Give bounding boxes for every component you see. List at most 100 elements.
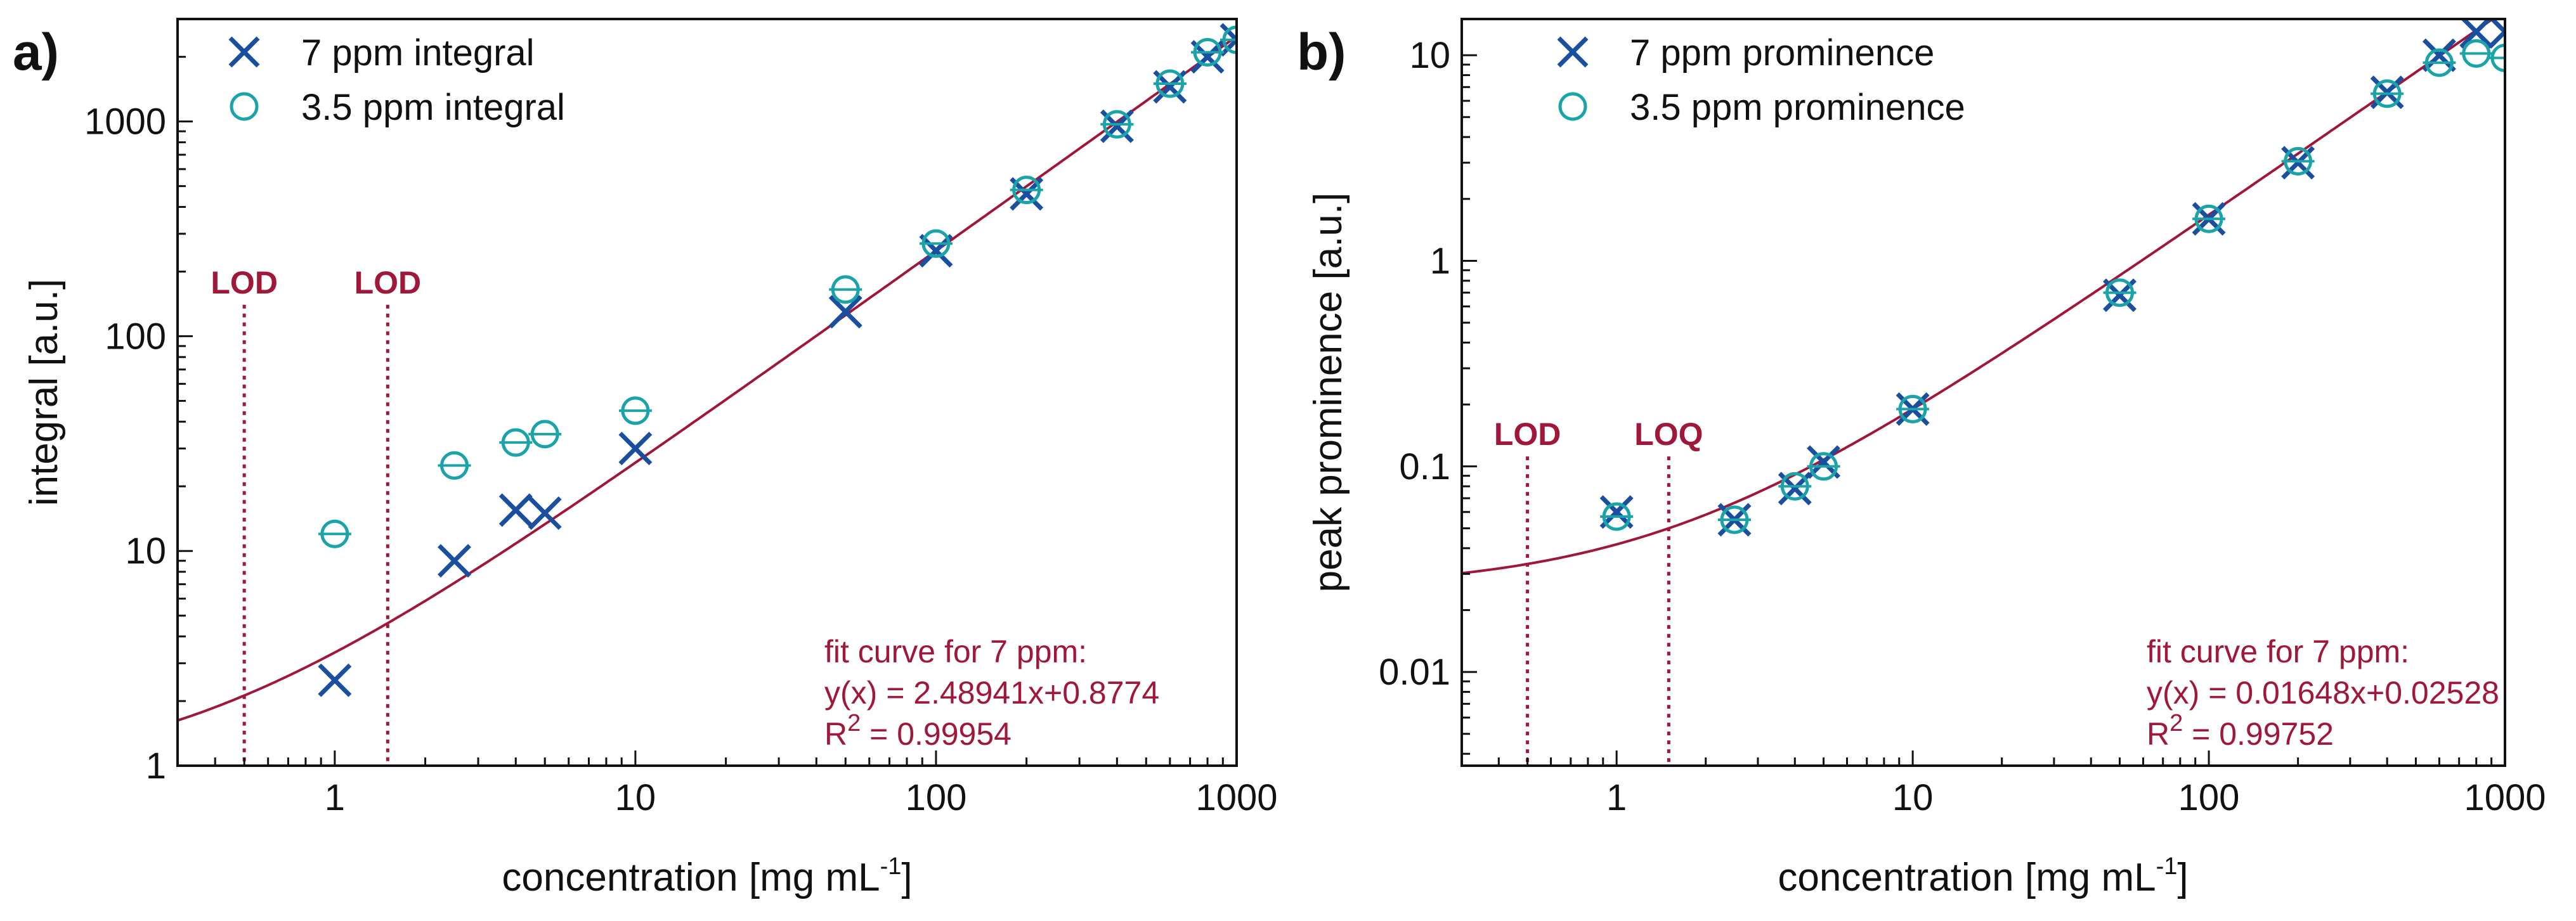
fit-r-squared: R2 = 0.99954 xyxy=(824,710,1012,752)
fit-annotation-b: fit curve for 7 ppm: y(x) = 0.01648x+0.0… xyxy=(2147,634,2499,752)
fit-title: fit curve for 7 ppm: xyxy=(2147,634,2409,669)
legend-marker-o xyxy=(230,92,259,121)
y-tick-label: 1000 xyxy=(84,101,166,143)
o-marker xyxy=(618,396,652,425)
fit-annotation-a: fit curve for 7 ppm: y(x) = 2.48941x+0.8… xyxy=(824,634,1159,752)
o-marker xyxy=(438,451,471,480)
x-marker xyxy=(1220,23,1237,57)
o-marker xyxy=(1778,472,1812,501)
legend-label: 7 ppm prominence xyxy=(1630,32,1934,74)
o-marker xyxy=(919,229,953,258)
legend-marker-x xyxy=(228,36,260,68)
x-marker-stroke xyxy=(1557,36,1589,68)
y-ticks-b xyxy=(1462,54,1477,755)
x-marker-stroke xyxy=(2422,38,2456,72)
x-marker-stroke xyxy=(828,295,862,329)
y-axis-title-b: peak prominence [a.u.] xyxy=(1306,193,1350,593)
fit-equation: y(x) = 2.48941x+0.8774 xyxy=(824,675,1159,711)
panel-a: a) 1 10 100 1000 1 10 100 1000 concentra… xyxy=(13,18,1278,899)
x-ticks-b xyxy=(1460,750,2506,766)
o-marker xyxy=(1600,502,1634,531)
o-marker xyxy=(1191,37,1225,67)
o-marker xyxy=(1010,176,1043,205)
legend-b: 7 ppm prominence 3.5 ppm prominence xyxy=(1557,32,1965,128)
o-marker xyxy=(1807,452,1840,481)
fit-equation: y(x) = 0.01648x+0.02528 xyxy=(2147,675,2499,711)
plot-layer-a xyxy=(178,23,1237,766)
x-marker xyxy=(498,493,533,527)
legend-marker-x xyxy=(1557,36,1589,68)
y-tick-label: 0.01 xyxy=(1379,652,1450,693)
x-marker xyxy=(2488,19,2505,49)
o-marker xyxy=(1100,110,1134,139)
x-marker xyxy=(2422,38,2456,72)
plot-frame-b xyxy=(1460,18,2506,767)
o-marker xyxy=(1153,69,1187,98)
x-marker-stroke xyxy=(2488,19,2505,35)
x-marker xyxy=(528,496,562,531)
panel-label-a: a) xyxy=(13,23,59,81)
x-marker-stroke xyxy=(228,36,260,68)
legend-marker-o xyxy=(1558,92,1587,121)
legend-a: 7 ppm integral 3.5 ppm integral xyxy=(228,32,565,128)
legend-o-ring xyxy=(230,92,259,121)
o-marker xyxy=(2423,48,2456,77)
y-tick-label: 0.1 xyxy=(1399,446,1450,487)
o-marker xyxy=(2371,79,2404,108)
y-tick-label: 1 xyxy=(146,745,166,787)
o-marker xyxy=(1220,25,1237,55)
x-marker xyxy=(228,36,260,68)
fit-title: fit curve for 7 ppm: xyxy=(824,634,1087,669)
x-tick-label: 1 xyxy=(1606,777,1627,818)
plot-layer-b xyxy=(1462,19,2505,766)
x-marker-stroke xyxy=(528,496,562,531)
o-marker xyxy=(1717,505,1751,534)
legend-label: 3.5 ppm prominence xyxy=(1630,87,1965,128)
x-tick-label: 10 xyxy=(615,777,656,818)
limit-label: LOD xyxy=(1494,416,1561,452)
y-tick-label: 100 xyxy=(105,316,166,357)
y-ticks-a xyxy=(178,18,193,767)
panel-label-b: b) xyxy=(1297,23,1346,81)
x-marker-stroke xyxy=(438,544,471,578)
limit-label: LOQ xyxy=(1634,416,1703,452)
x-axis-title-a: concentration [mg mL-1] xyxy=(502,853,912,899)
x-tick-label: 100 xyxy=(2178,777,2240,818)
x-tick-label: 10 xyxy=(1892,777,1934,818)
y-tick-label: 10 xyxy=(1409,35,1450,76)
x-ticks-a xyxy=(176,750,1238,766)
legend-o-ring xyxy=(1558,92,1587,121)
o-marker xyxy=(2192,204,2226,233)
o-marker xyxy=(528,420,562,449)
y-axis-title-a: integral [a.u.] xyxy=(22,279,66,506)
x-axis-title-b: concentration [mg mL-1] xyxy=(1778,853,2188,899)
x-marker xyxy=(318,663,352,697)
x-tick-label: 1 xyxy=(325,777,345,818)
fit-curve xyxy=(1462,19,2495,575)
x-marker-stroke xyxy=(318,663,352,697)
x-marker-stroke xyxy=(1220,36,1237,57)
panel-b: b) 1 10 100 1000 0.01 0.1 1 10 concentra… xyxy=(1297,18,2546,899)
fit-r-squared: R2 = 0.99752 xyxy=(2147,710,2334,752)
x-marker xyxy=(2459,19,2494,49)
o-marker xyxy=(318,519,351,548)
x-marker xyxy=(618,432,653,466)
limit-label: LOD xyxy=(211,265,278,300)
y-tick-label: 1 xyxy=(1430,240,1450,281)
x-tick-label: 1000 xyxy=(2464,777,2546,818)
x-marker xyxy=(1557,36,1589,68)
o-marker xyxy=(2103,278,2137,307)
fit-curve xyxy=(178,35,1237,722)
x-marker-stroke xyxy=(2459,19,2492,49)
o-marker xyxy=(829,275,862,304)
o-marker xyxy=(2459,39,2493,68)
plot-frame-a xyxy=(176,18,1238,767)
limit-label: LOD xyxy=(355,265,422,300)
x-tick-label: 1000 xyxy=(1195,777,1277,818)
o-marker xyxy=(2488,43,2505,72)
x-marker-stroke xyxy=(2488,29,2505,49)
x-marker-stroke xyxy=(618,432,653,466)
legend-label: 7 ppm integral xyxy=(301,32,535,74)
x-marker xyxy=(438,544,471,578)
